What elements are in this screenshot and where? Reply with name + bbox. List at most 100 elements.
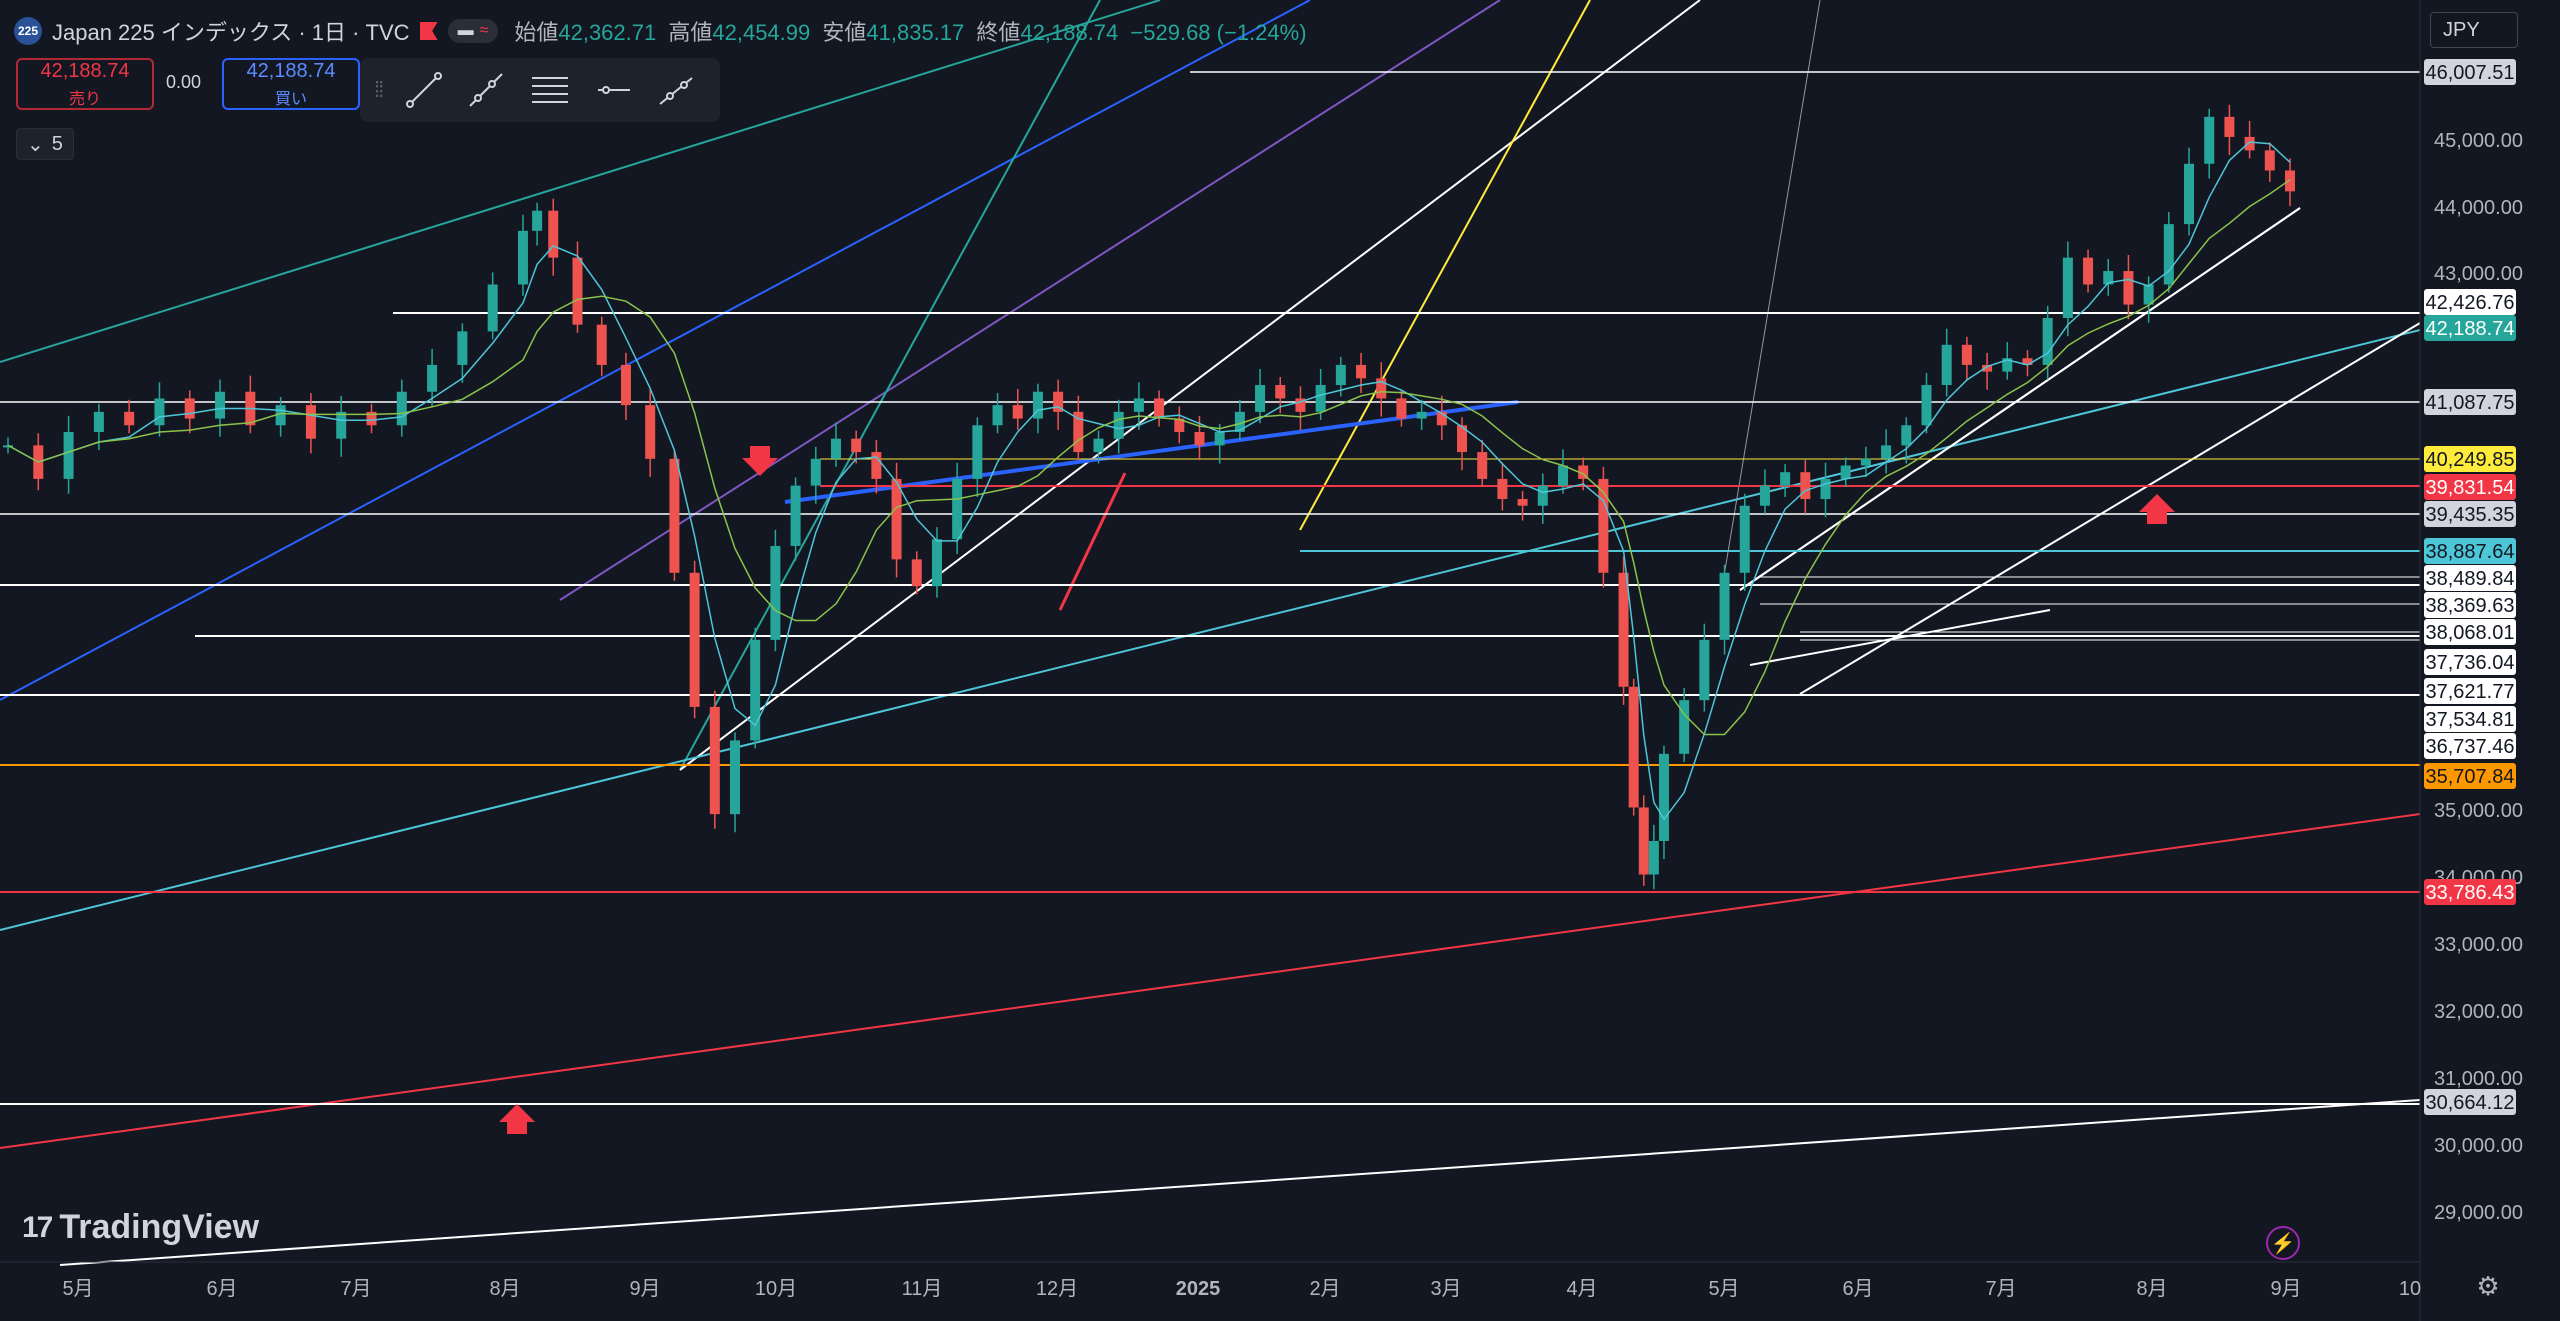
y-tick-label: 45,000.00 <box>2434 130 2523 152</box>
ma-slow-line <box>7 179 2291 736</box>
candle-body <box>2204 116 2215 164</box>
candle-body <box>911 559 922 587</box>
drawing-layer[interactable] <box>0 0 2421 1266</box>
candle-body <box>952 478 963 540</box>
x-tick-label: 6月 <box>1842 1278 1873 1300</box>
ma-fast-line <box>7 141 2291 821</box>
candle-body <box>1255 385 1266 412</box>
candle-body <box>366 411 377 426</box>
logo-mark-icon: 17 <box>22 1210 53 1244</box>
x-tick-label: 11月 <box>902 1278 943 1300</box>
candle-body <box>2103 271 2114 285</box>
candle-body <box>1335 364 1346 386</box>
candle-body <box>2163 224 2174 285</box>
high-label: 高値 <box>668 20 713 45</box>
time-axis[interactable]: 5月 6月 7月 8月 9月 10月 11月 12月 2025 2月 3月 4月 5月 6月 7月 8月 9月 1… <box>62 1278 2421 1300</box>
ray-icon[interactable] <box>466 70 506 110</box>
candle-body <box>1517 499 1528 506</box>
flag-icon[interactable] <box>419 22 438 40</box>
chart-header: 225 Japan 225 インデックス · 1日 · TVC ▬ ≈ 始値42… <box>14 14 1307 48</box>
price-label: 30,664.12 <box>2426 1092 2515 1114</box>
candle-body <box>124 411 135 426</box>
price-label-bg <box>2424 59 2516 85</box>
candle-body <box>1699 639 1710 701</box>
candle-body <box>645 405 656 459</box>
trend-line <box>1749 609 2051 666</box>
price-label-bg <box>2424 649 2516 675</box>
price-label-bg <box>2424 315 2516 341</box>
candle-body <box>1941 344 1952 386</box>
currency-selector[interactable]: JPY <box>2430 12 2518 48</box>
trend-line <box>0 813 2421 1149</box>
x-tick-label: 7月 <box>340 1278 371 1300</box>
price-label: 39,435.35 <box>2426 504 2515 526</box>
candle-body <box>2022 358 2033 365</box>
x-tick-label: 2025 <box>1176 1278 1221 1300</box>
candle-body <box>790 485 801 546</box>
candle-body <box>1618 572 1629 687</box>
indicator-collapse-toggle[interactable]: ⌄ 5 <box>16 128 74 160</box>
low-label: 安値 <box>822 20 867 45</box>
price-label-bg <box>2424 1089 2516 1115</box>
trend-line-icon[interactable] <box>404 70 444 110</box>
price-label-bg <box>2424 592 2516 618</box>
candle-body <box>620 364 631 406</box>
buy-button[interactable]: 42,188.74 買い <box>222 58 360 110</box>
trend-line <box>559 0 1501 601</box>
fib-channel-icon[interactable] <box>528 70 572 110</box>
candle-body <box>517 230 528 285</box>
candle-body <box>1901 425 1912 446</box>
x-tick-label: 2月 <box>1309 1278 1340 1300</box>
candle-body <box>1093 438 1104 453</box>
trend-line <box>1739 207 2301 591</box>
close-value: 42,188.74 <box>1020 20 1119 45</box>
price-label: 33,786.43 <box>2426 882 2515 904</box>
gear-icon[interactable]: ⚙ <box>2476 1271 2500 1301</box>
candle-body <box>154 398 165 426</box>
x-tick-label: 5月 <box>62 1278 93 1300</box>
y-tick-label: 31,000.00 <box>2434 1068 2523 1090</box>
candle-body <box>992 405 1003 426</box>
candle-body <box>972 425 983 479</box>
candle-body <box>871 452 882 479</box>
trend-line <box>59 1099 2421 1266</box>
candle-body <box>548 210 559 258</box>
x-tick-label: 9月 <box>629 1278 660 1300</box>
candle-body <box>1658 753 1669 841</box>
x-tick-label: 4月 <box>1566 1278 1597 1300</box>
candle-body <box>63 431 74 479</box>
drag-handle-icon[interactable]: ⁞⁞ <box>374 77 384 102</box>
red-arrow-up-icon <box>2139 494 2175 524</box>
sell-button[interactable]: 42,188.74 売り <box>16 58 154 110</box>
candle-body <box>1234 411 1245 432</box>
red-arrow-down-icon <box>742 446 778 476</box>
price-label: 42,188.74 <box>2426 318 2515 340</box>
tradingview-logo[interactable]: 17 TradingView <box>22 1208 259 1247</box>
horizontal-ray-icon[interactable] <box>594 70 634 110</box>
extended-line-icon[interactable] <box>656 70 696 110</box>
candle-body <box>1557 465 1568 486</box>
candle-body <box>1194 431 1205 446</box>
symbol-title[interactable]: Japan 225 インデックス · 1日 · TVC <box>52 20 410 45</box>
candle-body <box>750 639 761 741</box>
price-label-bg <box>2424 879 2516 905</box>
candle-body <box>2042 317 2053 365</box>
chevron-down-icon: ⌄ <box>27 133 44 156</box>
change-value: −529.68 (−1.24%) <box>1130 20 1307 45</box>
trend-line <box>679 0 1101 771</box>
drawing-toolbar: ⁞⁞ <box>360 58 720 122</box>
approx-icon: ≈ <box>479 22 489 39</box>
candle-body <box>572 257 583 325</box>
price-label-bg <box>2424 706 2516 732</box>
candle-body <box>2083 257 2094 285</box>
trend-line <box>1299 0 1591 531</box>
lightning-icon[interactable]: ⚡ <box>2266 1226 2300 1260</box>
candle-body <box>1032 391 1043 419</box>
visibility-toggle[interactable]: ▬ ≈ <box>447 19 499 43</box>
candle-body <box>1073 411 1084 453</box>
x-tick-label: 9月 <box>2270 1278 2301 1300</box>
candle-body <box>891 478 902 560</box>
candle-body <box>1356 364 1367 379</box>
indicator-count: 5 <box>51 132 63 155</box>
